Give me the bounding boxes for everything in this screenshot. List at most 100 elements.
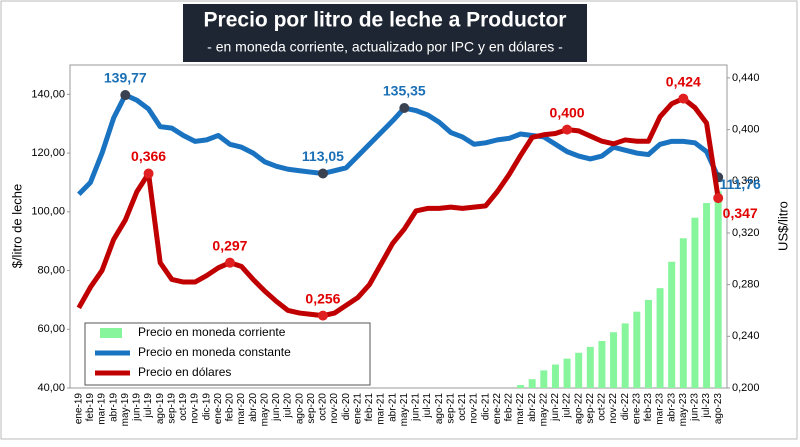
x-tick-label: sep-22 (585, 393, 596, 424)
x-tick-label: abr-20 (248, 393, 259, 422)
x-tick-label: sep-21 (445, 393, 456, 424)
bar (540, 370, 548, 388)
x-tick-label: ago-23 (713, 393, 724, 425)
x-tick-label: dic-19 (201, 393, 212, 421)
bar (621, 323, 629, 388)
line (76, 96, 721, 319)
title-box (183, 4, 587, 62)
x-tick-label: jun-23 (690, 393, 701, 422)
y2-tick-label: 0,280 (732, 279, 760, 291)
x-tick-label: sep-19 (166, 393, 177, 424)
x-tick-label: mar-23 (655, 393, 666, 425)
x-tick-label: jun-22 (550, 393, 561, 422)
legend-label: Precio en moneda corriente (138, 325, 286, 339)
x-tick-label: ene-21 (352, 393, 363, 425)
x-tick-label: ene-22 (492, 393, 503, 425)
bar (668, 261, 676, 388)
y2-axis-label: US$/litro (775, 201, 790, 251)
x-tick-label: jul-21 (422, 393, 433, 419)
bar (644, 299, 652, 388)
data-label: 0,297 (212, 237, 247, 253)
y2-tick-label: 0,320 (732, 227, 760, 239)
bar (691, 217, 699, 388)
data-label: 113,05 (302, 148, 344, 164)
x-tick-label: abr-22 (527, 393, 538, 422)
bar (563, 358, 571, 388)
x-tick-label: oct-22 (597, 393, 608, 421)
x-tick-label: may-21 (399, 393, 410, 427)
legend-label: Precio en moneda constante (138, 345, 291, 359)
x-tick-label: nov-20 (329, 393, 340, 424)
bar (517, 385, 525, 388)
bar (528, 379, 536, 388)
x-tick-label: jul-23 (701, 393, 712, 419)
data-label: 139,77 (104, 70, 147, 86)
point-marker (713, 193, 724, 204)
x-tick-label: abr-23 (666, 393, 677, 422)
x-tick-label: jun-19 (132, 393, 143, 422)
legend-box (84, 322, 371, 386)
x-tick-label: nov-19 (190, 393, 201, 424)
x-tick-label: ago-20 (294, 393, 305, 425)
x-tick-label: abr-21 (387, 393, 398, 422)
legend: Precio en moneda corriente Precio en mone… (84, 322, 371, 386)
x-tick-label: jul-19 (143, 393, 154, 419)
x-tick-label: jun-21 (411, 393, 422, 422)
point-marker (399, 103, 410, 114)
y2-tick-label: 0,400 (732, 124, 760, 136)
y-tick-label: 40,00 (37, 382, 65, 394)
bar (586, 346, 594, 388)
x-tick-label: dic-22 (620, 393, 631, 421)
x-tick-label: may-23 (678, 393, 689, 427)
point-marker (562, 124, 573, 135)
x-tick-label: mar-22 (515, 393, 526, 425)
y-tick-label: 140,00 (31, 88, 65, 100)
x-tick-label: ago-21 (434, 393, 445, 425)
point-marker (317, 310, 328, 321)
point-marker (143, 168, 154, 179)
x-tick-label: mar-19 (97, 393, 108, 425)
y2-tick-label: 0,360 (732, 175, 760, 187)
x-tick-label: nov-21 (469, 393, 480, 424)
x-tick-label: feb-19 (85, 393, 96, 422)
x-tick-label: ago-19 (155, 393, 166, 425)
bar (610, 332, 618, 388)
bar (575, 352, 583, 388)
data-label: 0,424 (666, 73, 701, 89)
y-axis-label: $/litro de leche (9, 184, 24, 269)
x-tick-label: ago-22 (573, 393, 584, 425)
bar (703, 203, 711, 388)
data-label: 135,35 (383, 83, 426, 99)
bar (714, 191, 722, 388)
bar (656, 288, 664, 388)
data-label: 0,400 (550, 104, 585, 120)
x-tick-label: may-22 (538, 393, 549, 427)
x-tick-label: may-20 (259, 393, 270, 427)
data-label: 0,366 (131, 148, 166, 164)
y-tick-label: 120,00 (31, 147, 65, 159)
x-tick-label: ene-19 (73, 393, 84, 425)
x-tick-label: oct-19 (178, 393, 189, 421)
legend-swatch (100, 328, 122, 338)
bar (633, 311, 641, 388)
y-tick-label: 100,00 (31, 206, 65, 218)
x-tick-label: feb-20 (225, 393, 236, 422)
chart-subtitle: - en moneda corriente, actualizado por I… (207, 39, 563, 55)
bar (598, 341, 606, 388)
y2-tick-label: 0,240 (732, 330, 760, 342)
bar (679, 238, 687, 388)
chart-title: Precio por litro de leche a Productor (204, 9, 567, 32)
x-tick-label: feb-21 (364, 393, 375, 422)
x-tick-label: mar-20 (236, 393, 247, 425)
x-tick-label: abr-19 (108, 393, 119, 422)
x-tick-label: oct-20 (318, 393, 329, 421)
x-tick-label: oct-21 (457, 393, 468, 421)
x-tick-label: jul-20 (283, 393, 294, 419)
x-tick-label: dic-20 (341, 393, 352, 421)
x-tick-label: nov-22 (608, 393, 619, 424)
y2-tick-label: 0,440 (732, 72, 760, 84)
x-tick-label: feb-23 (643, 393, 654, 422)
point-marker (224, 257, 235, 268)
x-tick-label: jun-20 (271, 393, 282, 422)
